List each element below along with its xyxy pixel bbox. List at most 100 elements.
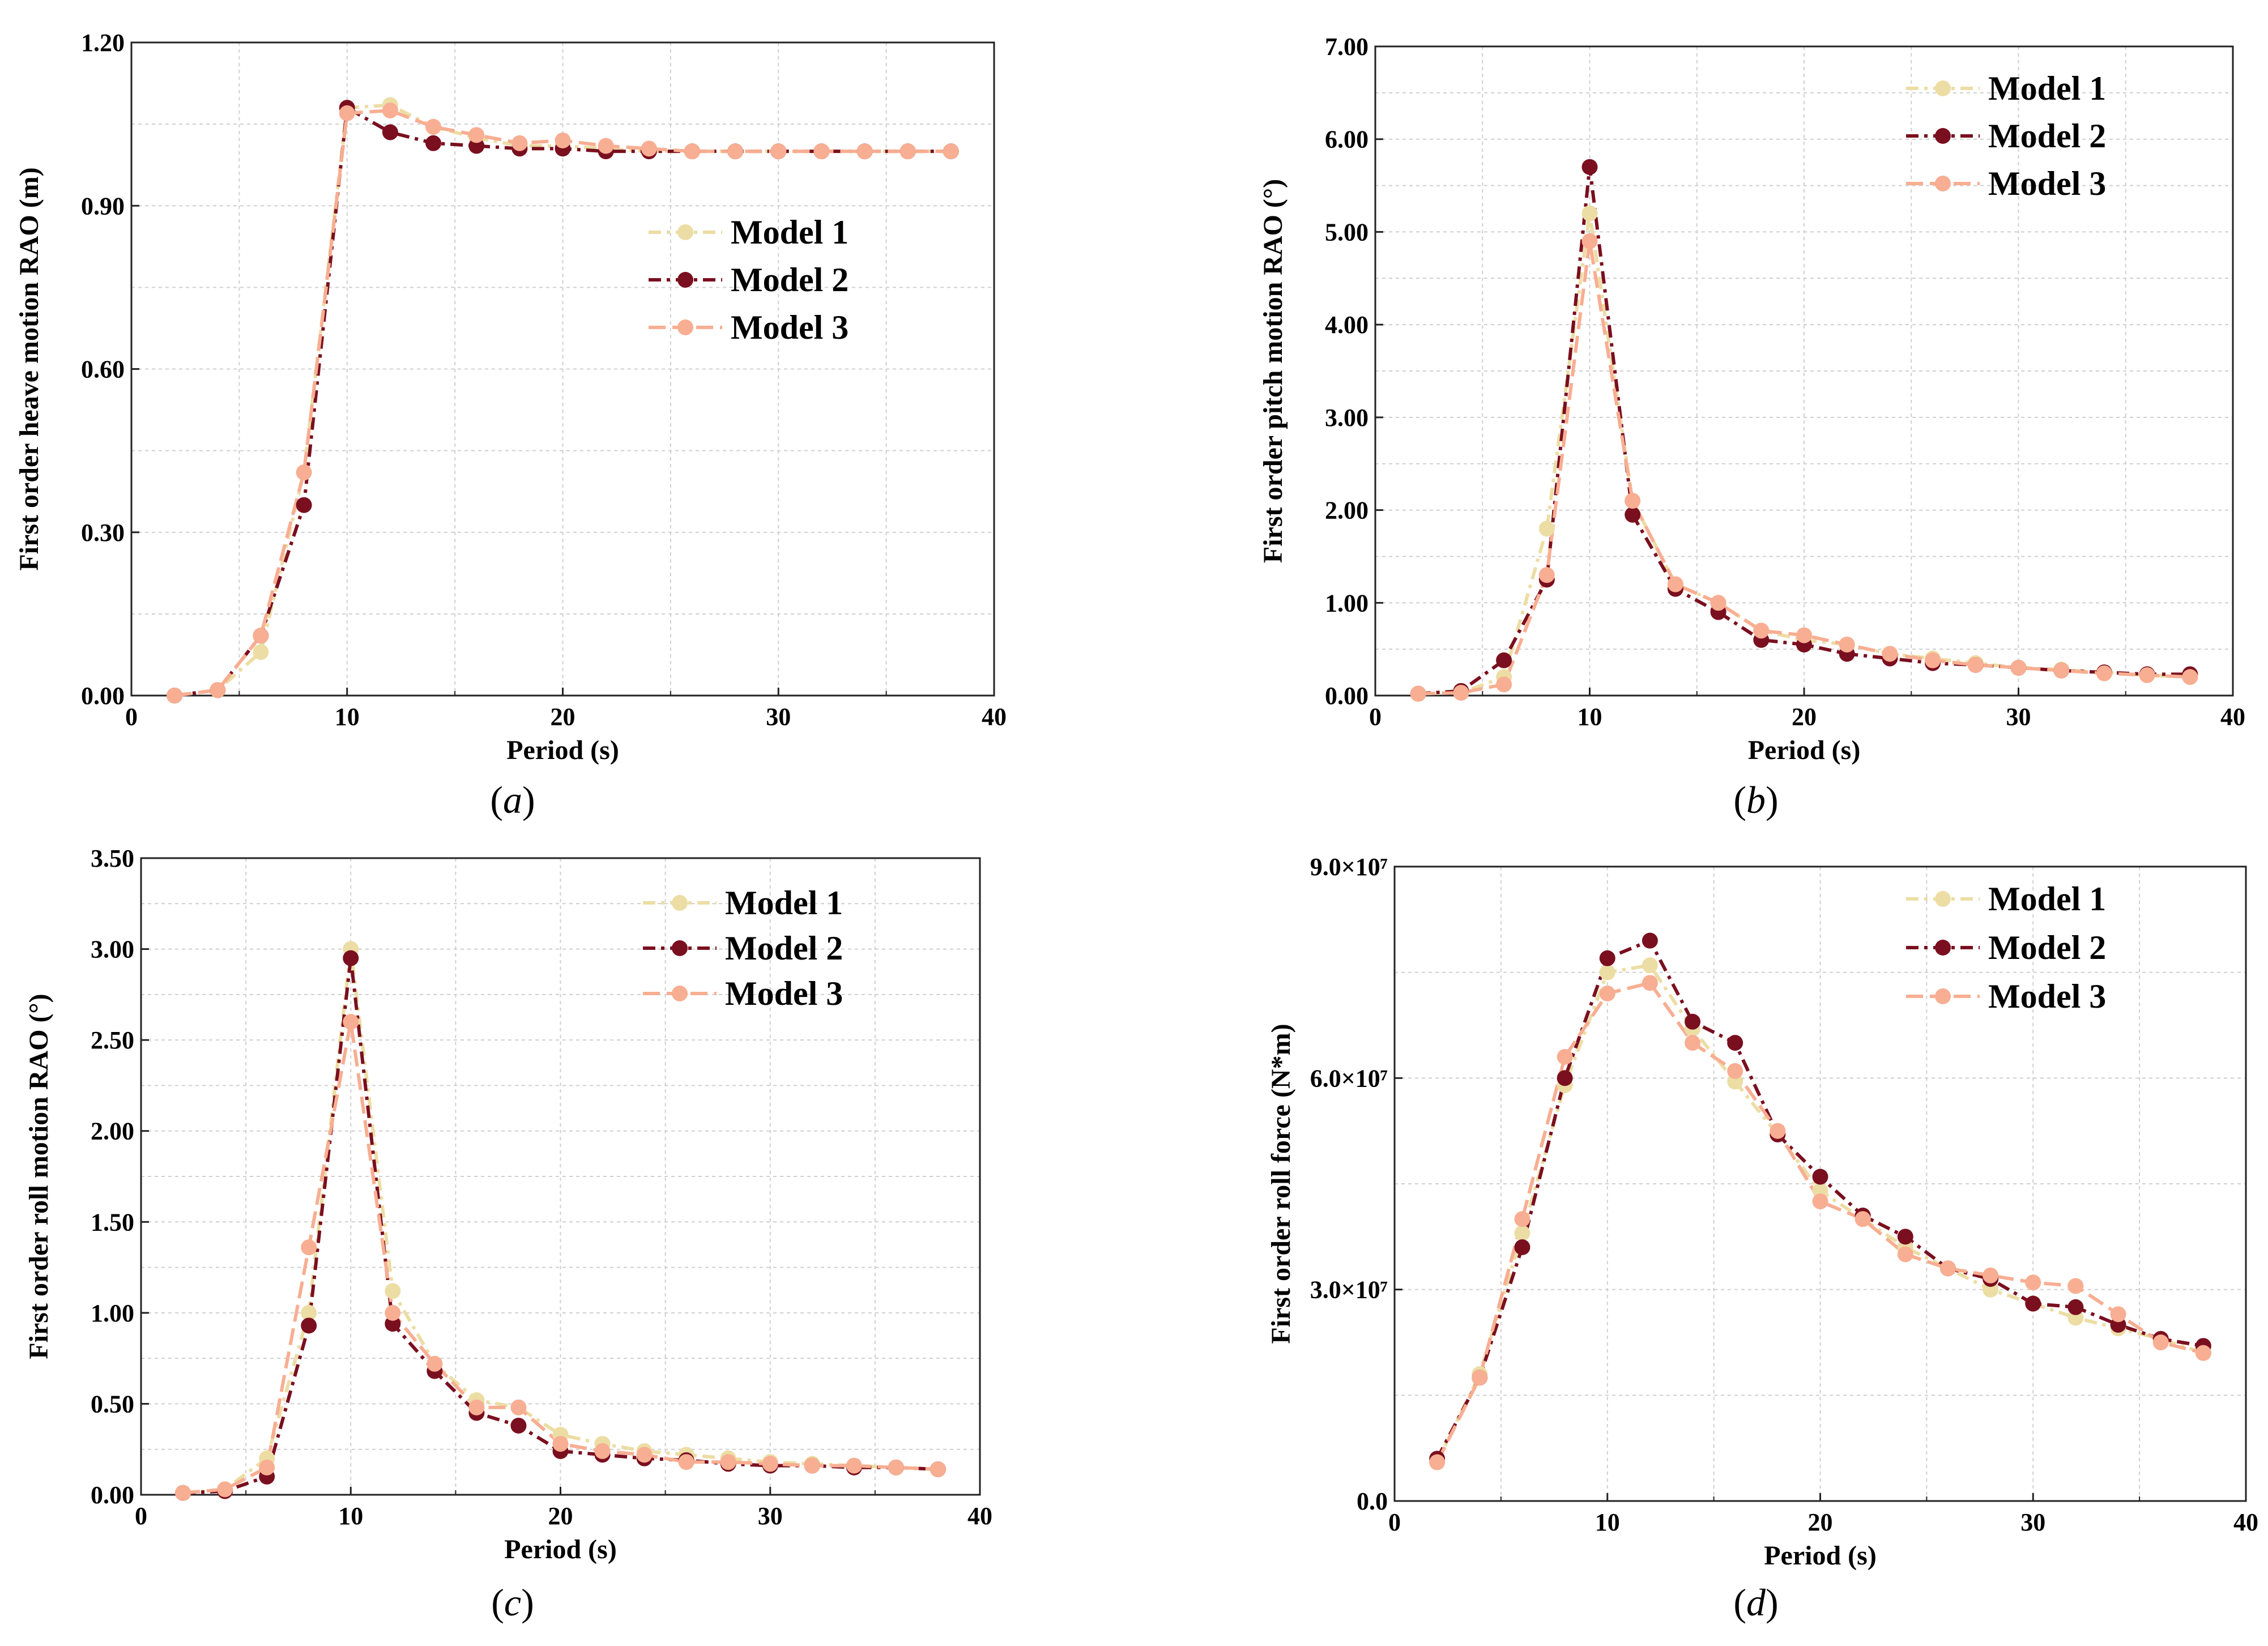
chart-c-xtick-label: 40 bbox=[967, 1502, 992, 1530]
chart-c-series-3-point bbox=[678, 1454, 694, 1470]
chart-d-series-3-point bbox=[1727, 1063, 1743, 1079]
chart-a-series-3-point bbox=[382, 103, 398, 119]
chart-d-ytick-label: 9.0×10⁷ bbox=[1310, 853, 1388, 881]
chart-a-caption-letter: a bbox=[503, 778, 522, 821]
chart-a-series-3-point bbox=[253, 628, 269, 644]
chart-b-xtick-label: 10 bbox=[1578, 703, 1602, 731]
chart-b-ylabel: First order pitch motion RAO (°) bbox=[1258, 179, 1288, 563]
chart-b-series-3-point bbox=[1453, 685, 1469, 701]
chart-b-ytick-label: 6.00 bbox=[1325, 126, 1369, 153]
chart-d-series-2-point bbox=[2025, 1295, 2041, 1312]
chart-d-series-3-point bbox=[2195, 1345, 2211, 1361]
chart-d-series-1-point bbox=[1642, 957, 1658, 974]
chart-c-series-2-point bbox=[385, 1316, 401, 1332]
chart-d-xtick-label: 10 bbox=[1595, 1508, 1620, 1536]
chart-b-series-3-point bbox=[1581, 233, 1598, 249]
chart-a-series-3-point bbox=[727, 143, 744, 160]
chart-d-series-2-point bbox=[2067, 1299, 2084, 1315]
chart-a-series-3-point bbox=[770, 143, 787, 160]
chart-c-legend-label-1: Model 1 bbox=[725, 884, 843, 922]
chart-c-ytick-label: 3.50 bbox=[91, 845, 134, 872]
chart-c-series-3-point bbox=[427, 1355, 443, 1372]
chart-c-series-2-point bbox=[510, 1417, 527, 1434]
chart-d-xtick-label: 30 bbox=[2020, 1508, 2045, 1536]
chart-b-ytick-label: 1.00 bbox=[1325, 589, 1369, 617]
chart-a-series-3-point bbox=[296, 464, 312, 481]
chart-c-series-3-point bbox=[846, 1457, 862, 1474]
chart-a-series-3-point bbox=[813, 143, 830, 160]
chart-d-ytick-label: 6.0×10⁷ bbox=[1310, 1064, 1388, 1092]
chart-b-caption-close: ) bbox=[1766, 778, 1779, 821]
chart-b-caption-letter: b bbox=[1746, 778, 1766, 821]
chart-d-series-2-point bbox=[1557, 1070, 1573, 1086]
chart-d-xlabel: Period (s) bbox=[1764, 1541, 1877, 1571]
chart-d-series-3-point bbox=[1685, 1035, 1701, 1051]
chart-a-series-2-point bbox=[425, 135, 442, 151]
chart-b-caption-open: ( bbox=[1733, 778, 1746, 821]
chart-d-series-3-point bbox=[1770, 1123, 1786, 1139]
chart-a-legend-marker-2 bbox=[677, 272, 693, 288]
chart-b-series-3-point bbox=[1625, 493, 1641, 509]
chart-c-legend-marker-1 bbox=[672, 895, 688, 911]
chart-d-xtick-label: 20 bbox=[1808, 1508, 1833, 1536]
chart-d-legend-marker-1 bbox=[1935, 891, 1951, 907]
chart-c-xtick-label: 0 bbox=[135, 1502, 147, 1530]
chart-b-xtick-label: 40 bbox=[2220, 703, 2245, 731]
chart-b-ytick-label: 3.00 bbox=[1325, 404, 1369, 432]
chart-b-series-1-point bbox=[1581, 205, 1598, 221]
chart-d-series-2-point bbox=[1727, 1035, 1743, 1051]
chart-d-series-3-point bbox=[2152, 1334, 2169, 1350]
chart-c-series-3-point bbox=[720, 1454, 736, 1470]
chart-c-xlabel: Period (s) bbox=[504, 1534, 617, 1564]
chart-a-series-2-point bbox=[382, 124, 398, 140]
chart-c-panel: 0 10 20 30 40 0.00 0.50 1.00 1.50 2.00 2.50 3.00 3.5… bbox=[24, 845, 992, 1624]
chart-d-series-2-point bbox=[1685, 1013, 1701, 1030]
chart-b-series-3-point bbox=[2096, 665, 2112, 681]
chart-d-xtick-label: 40 bbox=[2233, 1508, 2258, 1536]
chart-b-ytick-label: 4.00 bbox=[1325, 311, 1369, 339]
chart-b-xlabel: Period (s) bbox=[1748, 735, 1861, 765]
chart-a-xtick-label: 30 bbox=[766, 703, 791, 731]
chart-c-series-2-point bbox=[301, 1317, 317, 1334]
chart-b-series-3-point bbox=[1538, 567, 1555, 583]
chart-d-legend-label-3: Model 3 bbox=[1988, 978, 2106, 1015]
chart-b-series-2-point bbox=[1496, 652, 1512, 668]
chart-a-series-3-point bbox=[856, 143, 873, 160]
chart-b-series-3-point bbox=[1796, 627, 1812, 643]
chart-b-series-2-point bbox=[1625, 506, 1641, 523]
chart-b-legend-label-1: Model 1 bbox=[1988, 70, 2106, 107]
chart-a-series-3-point bbox=[684, 143, 700, 160]
chart-c-ytick-label: 1.00 bbox=[91, 1299, 134, 1327]
chart-b-series-3-point bbox=[1882, 646, 1898, 662]
chart-a-series-1-point bbox=[253, 644, 269, 660]
chart-d-series-3-point bbox=[2110, 1306, 2126, 1323]
chart-d-series-2-point bbox=[1812, 1169, 1828, 1185]
chart-c-series-3-point bbox=[510, 1399, 527, 1415]
chart-d-ylabel: First order roll force (N*m) bbox=[1266, 1024, 1296, 1344]
chart-a-series-3-point bbox=[641, 140, 657, 157]
chart-b-series-3-point bbox=[2010, 659, 2027, 676]
chart-c-caption-open: ( bbox=[491, 1581, 504, 1624]
chart-c-ylabel: First order roll motion RAO (°) bbox=[24, 993, 54, 1359]
chart-d-caption-close: ) bbox=[1766, 1581, 1779, 1624]
chart-a-series-2-point bbox=[468, 138, 485, 154]
chart-a-ytick-label: 0.60 bbox=[81, 356, 125, 383]
chart-d-series-3-point bbox=[1812, 1193, 1828, 1210]
chart-a-legend-marker-3 bbox=[677, 319, 693, 335]
chart-c-caption: (c) bbox=[491, 1581, 534, 1624]
chart-c-series-3-point bbox=[217, 1481, 233, 1498]
chart-c-series-1-point bbox=[385, 1283, 401, 1299]
chart-d-series-3-point bbox=[1599, 986, 1615, 1001]
chart-c-legend-label-2: Model 2 bbox=[725, 929, 843, 967]
chart-c-xtick-label: 30 bbox=[758, 1502, 783, 1530]
chart-a-caption-open: ( bbox=[490, 778, 503, 821]
chart-c-ytick-label: 2.00 bbox=[91, 1118, 134, 1145]
chart-c-series-3-point bbox=[636, 1447, 653, 1463]
chart-a-ytick-label: 0.00 bbox=[81, 682, 125, 710]
chart-c-caption-letter: c bbox=[504, 1581, 521, 1624]
chart-b-series-3-point bbox=[1967, 656, 1984, 673]
chart-b-legend-marker-3 bbox=[1935, 176, 1951, 191]
chart-c-series-3-point bbox=[468, 1399, 485, 1415]
chart-a-legend-label-3: Model 3 bbox=[731, 309, 849, 346]
chart-a-legend-label-1: Model 1 bbox=[731, 214, 849, 251]
